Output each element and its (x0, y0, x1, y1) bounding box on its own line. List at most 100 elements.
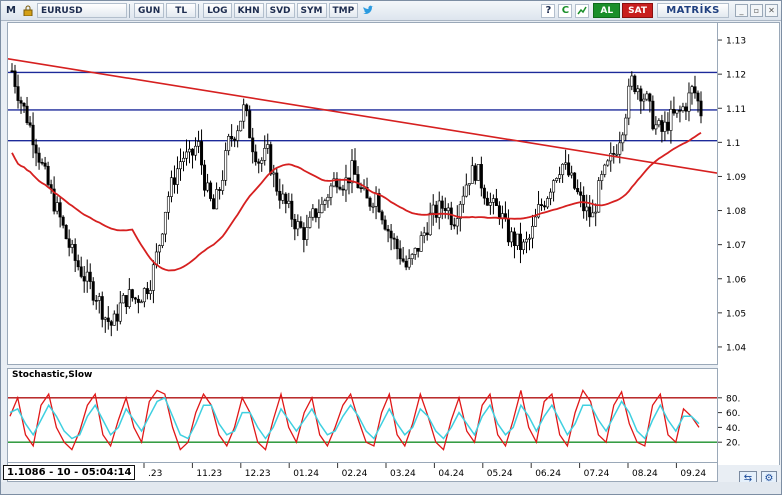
candle-body (633, 75, 637, 93)
time-axis[interactable]: .23 11.23 12.23 01.24 02.24 03.24 04.24 05.24 06… (7, 463, 718, 482)
time-tick-label: 05.24 (487, 469, 513, 479)
candle-body (287, 200, 291, 204)
candle-body (166, 196, 170, 213)
candle-body (518, 233, 522, 250)
candle-body (145, 288, 149, 295)
time-tick-label: 02.24 (342, 469, 368, 479)
svd-button[interactable]: SVD (265, 3, 295, 18)
tl-button[interactable]: TL (166, 3, 197, 18)
candle-body (115, 313, 119, 322)
candle-body (392, 237, 396, 240)
price-axis[interactable]: 1.13 1.12 1.11 1.1 1.09 1.08 1.07 1.06 1.05 1.04 8… (718, 22, 780, 465)
axis-labels: 1.13 1.12 1.11 1.1 1.09 1.08 1.07 1.06 1.05 1.04 8… (718, 37, 746, 449)
log-button[interactable]: LOG (203, 3, 232, 18)
candle-body (627, 85, 631, 119)
tmp-button[interactable]: TMP (328, 3, 359, 18)
candle-body (464, 184, 468, 197)
candle-body (416, 247, 420, 252)
menu-icon[interactable]: M (6, 5, 16, 16)
candles-group (10, 63, 703, 337)
candle-body (660, 120, 664, 132)
candle-body (365, 187, 369, 199)
candle-body (651, 100, 655, 130)
help-icon[interactable]: ? (541, 3, 556, 18)
candle-body (130, 289, 134, 299)
candle-body (648, 93, 652, 102)
candle-body (157, 245, 161, 253)
candle-body (82, 276, 86, 282)
candle-body (458, 203, 462, 219)
candle-body (224, 150, 228, 181)
candle-body (506, 218, 510, 243)
candle-body (461, 195, 465, 205)
candle-body (275, 172, 279, 192)
lock-icon[interactable] (21, 4, 35, 18)
candle-body (437, 200, 441, 218)
candle-body (185, 151, 189, 159)
candle-body (404, 260, 408, 268)
candle-body (434, 204, 438, 218)
close-icon[interactable]: ✕ (765, 4, 778, 17)
sat-button[interactable]: SAT (622, 3, 653, 18)
candle-body (579, 191, 583, 196)
candle-body (169, 177, 173, 197)
candle-body (112, 313, 116, 326)
candle-body (549, 191, 553, 199)
gun-button[interactable]: GUN (134, 3, 165, 18)
candle-body (570, 172, 574, 176)
candle-body (121, 295, 125, 304)
candle-body (142, 288, 146, 303)
candle-body (657, 120, 661, 126)
twitter-icon[interactable] (361, 4, 375, 18)
sym-button[interactable]: SYM (296, 3, 327, 18)
candle-body (160, 233, 164, 246)
candle-body (118, 302, 122, 322)
candle-body (684, 106, 688, 112)
candle-body (446, 207, 450, 212)
candle-body (413, 247, 417, 255)
candle-body (663, 121, 667, 132)
candle-body (675, 109, 679, 114)
candle-body (178, 161, 182, 170)
minimize-icon[interactable]: _ (735, 4, 748, 17)
stochastic-pane[interactable]: Stochastic,Slow (7, 368, 718, 463)
candle-body (693, 86, 697, 94)
candle-body (320, 203, 324, 214)
candle-body (494, 198, 498, 206)
candle-body (263, 147, 267, 161)
time-tick-label: 11.23 (196, 469, 222, 479)
candle-body (576, 188, 580, 193)
time-tick-label: 09.24 (680, 469, 706, 479)
candle-body (58, 202, 62, 218)
price-chart-pane[interactable] (7, 22, 718, 365)
time-tick-label: 07.24 (584, 469, 610, 479)
time-tick-label: 08.24 (632, 469, 658, 479)
chart-icon[interactable] (575, 3, 590, 18)
candle-body (395, 238, 399, 250)
refresh-icon[interactable]: C (558, 3, 573, 18)
candle-body (546, 198, 550, 208)
stochastic-tick-label: 20. (726, 439, 740, 449)
price-tick-label: 1.06 (726, 275, 746, 285)
candle-body (61, 216, 65, 226)
symbol-field[interactable]: EURUSD (37, 3, 127, 18)
candle-body (278, 190, 282, 201)
restore-icon[interactable]: ▫ (750, 4, 763, 17)
candle-body (440, 200, 444, 209)
stochastic-chart (8, 388, 717, 451)
candle-body (227, 136, 231, 151)
candle-body (609, 153, 613, 162)
candle-body (197, 141, 201, 147)
candle-body (251, 137, 255, 153)
toolbar-separator (129, 3, 130, 18)
candle-body (242, 104, 246, 122)
candle-body (398, 248, 402, 260)
time-tick-label: 04.24 (438, 469, 464, 479)
al-button[interactable]: AL (593, 3, 621, 18)
candle-body (317, 212, 321, 218)
candle-body (524, 238, 528, 243)
khn-button[interactable]: KHN (233, 3, 264, 18)
candle-body (374, 193, 378, 207)
candle-body (428, 212, 432, 236)
candle-body (239, 120, 243, 132)
